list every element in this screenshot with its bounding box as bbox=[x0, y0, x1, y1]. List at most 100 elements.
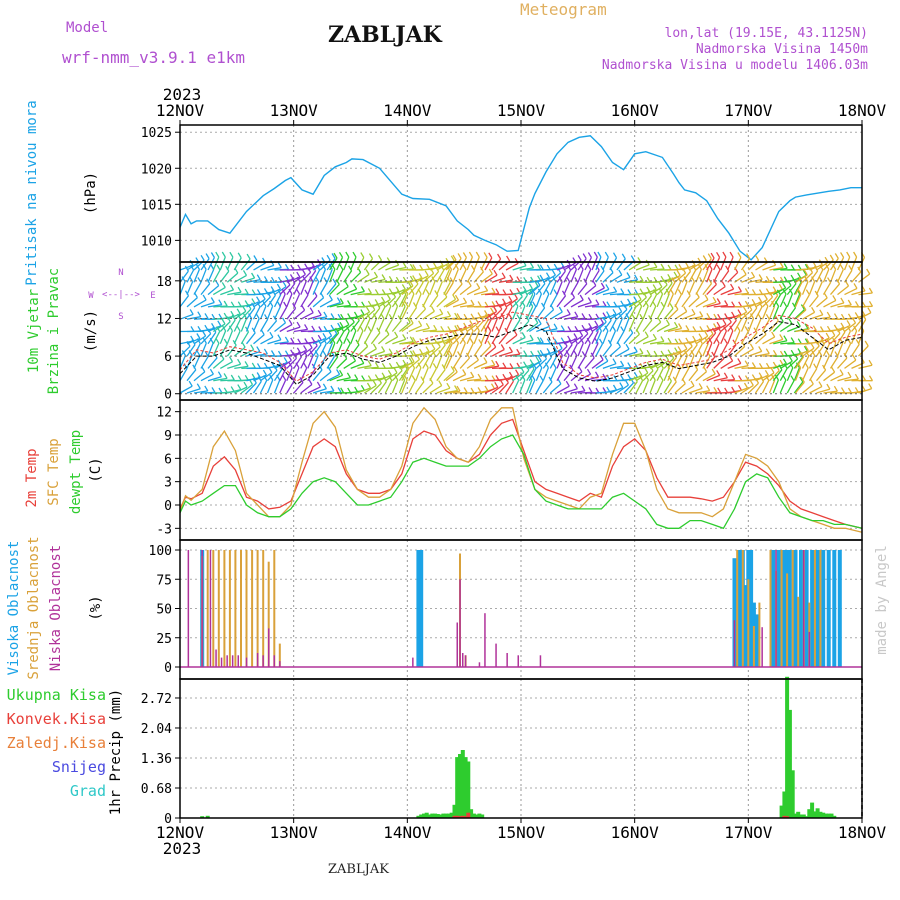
wind-barb bbox=[408, 283, 419, 296]
wind-barb-feather bbox=[430, 305, 435, 312]
wind-barb-feather bbox=[404, 301, 409, 307]
wind-barb bbox=[429, 281, 436, 295]
wind-barb bbox=[795, 274, 808, 283]
cloud-bar-2 bbox=[462, 653, 464, 667]
wind-barb bbox=[336, 358, 348, 369]
wind-barb-feather bbox=[659, 374, 664, 381]
wind-barb bbox=[577, 301, 592, 308]
precip-bar-0 bbox=[427, 814, 432, 818]
wind-barb-feather bbox=[607, 314, 612, 321]
wind-barb bbox=[667, 381, 677, 394]
precip-bar-0 bbox=[477, 813, 482, 818]
wind-barb bbox=[674, 367, 681, 381]
wind-barb bbox=[392, 266, 407, 271]
wind-barb bbox=[260, 336, 274, 345]
wind-barb-feather bbox=[462, 297, 468, 304]
cloud-bar-2 bbox=[268, 628, 270, 667]
wind-barb-feather bbox=[215, 280, 220, 286]
wind-barb bbox=[505, 353, 520, 357]
wind-barb bbox=[293, 293, 301, 308]
wind-barb-feather bbox=[289, 274, 295, 280]
wind-barb-feather bbox=[779, 334, 784, 340]
wind-barb bbox=[329, 257, 338, 271]
precip-bar-1 bbox=[452, 815, 457, 818]
wind-barb-feather bbox=[639, 348, 644, 354]
wind-barb-feather bbox=[463, 322, 468, 329]
wind-barb bbox=[591, 359, 604, 369]
wind-barb-feather bbox=[304, 324, 309, 330]
wind-barb-feather bbox=[195, 264, 200, 270]
wind-barb bbox=[549, 383, 562, 394]
wind-barb bbox=[429, 295, 439, 308]
wind-barb-feather bbox=[537, 355, 542, 362]
wind-barb bbox=[837, 304, 852, 308]
wind-barb-feather bbox=[317, 309, 322, 316]
wind-barb-feather bbox=[418, 273, 423, 279]
precip-bar-0 bbox=[419, 814, 424, 818]
wind-barb-feather bbox=[558, 350, 563, 356]
wind-barb bbox=[491, 318, 498, 332]
wind-barb bbox=[688, 269, 697, 283]
wind-barb bbox=[549, 367, 557, 381]
wind-barb-feather bbox=[491, 287, 496, 294]
wind-barb bbox=[734, 387, 748, 394]
cloud-bar-1 bbox=[256, 550, 259, 667]
pressure-line bbox=[179, 135, 862, 261]
wind-barb-feather bbox=[477, 301, 482, 307]
wind-barb bbox=[591, 322, 604, 333]
wind-barb bbox=[307, 345, 318, 357]
wind-barb-feather bbox=[223, 338, 228, 345]
wind-barb-feather bbox=[316, 264, 321, 271]
wind-barb-feather bbox=[581, 313, 586, 319]
wind-barb bbox=[793, 356, 804, 369]
wind-barb-feather bbox=[697, 264, 702, 270]
wind-barb bbox=[836, 257, 845, 271]
wind-barb-feather bbox=[644, 331, 649, 338]
wind-barb bbox=[274, 322, 286, 333]
wind-barb-feather bbox=[303, 362, 308, 369]
wind-barb-feather bbox=[256, 274, 261, 281]
precip-bar-1 bbox=[463, 816, 468, 818]
wind-barb-feather bbox=[204, 313, 209, 319]
wind-barb bbox=[246, 382, 257, 394]
wind-barb bbox=[233, 330, 241, 345]
wind-tick-label: 18 bbox=[156, 275, 172, 290]
wind-barb-feather bbox=[796, 288, 801, 295]
wind-barb-feather bbox=[360, 384, 365, 391]
wind-barb bbox=[436, 355, 443, 369]
wind-barb bbox=[801, 294, 810, 308]
wind-barb-feather bbox=[626, 272, 631, 278]
wind-barb bbox=[681, 355, 688, 369]
wind-barb bbox=[240, 318, 248, 332]
wind-barb-feather bbox=[639, 313, 644, 320]
wind-barb-feather bbox=[487, 340, 492, 347]
wind-barb bbox=[549, 355, 558, 369]
wind-barb-feather bbox=[805, 350, 810, 357]
wind-barb bbox=[801, 281, 809, 295]
wind-barb bbox=[273, 368, 283, 382]
wind-barb-feather bbox=[287, 355, 292, 361]
cloud-bar-0 bbox=[743, 585, 748, 667]
wind-barb-feather bbox=[546, 338, 551, 345]
wind-barb-feather bbox=[332, 278, 337, 285]
wind-barb bbox=[779, 379, 787, 394]
wind-barb-feather bbox=[461, 337, 466, 344]
wind-barb-feather bbox=[454, 312, 459, 319]
wind-barb bbox=[415, 381, 425, 394]
wind-barb bbox=[762, 296, 773, 308]
wind-barb bbox=[642, 305, 649, 320]
wind-barb-feather bbox=[669, 362, 674, 369]
model-altitude-label: Nadmorska Visina u modelu 1406.03m bbox=[601, 58, 868, 73]
wind-barb-feather bbox=[702, 255, 707, 261]
wind-barb bbox=[542, 293, 550, 308]
wind-barb bbox=[512, 380, 520, 394]
wind-barb bbox=[623, 351, 638, 357]
model-label: Model bbox=[66, 20, 109, 36]
wind-barb bbox=[473, 320, 484, 332]
wind-barb-feather bbox=[724, 300, 729, 306]
wind-barb bbox=[595, 288, 610, 296]
wind-barb bbox=[319, 343, 327, 357]
wind-barb bbox=[837, 376, 852, 382]
top-year-label: 2023 bbox=[163, 85, 202, 104]
wind-barb-feather bbox=[484, 385, 489, 392]
